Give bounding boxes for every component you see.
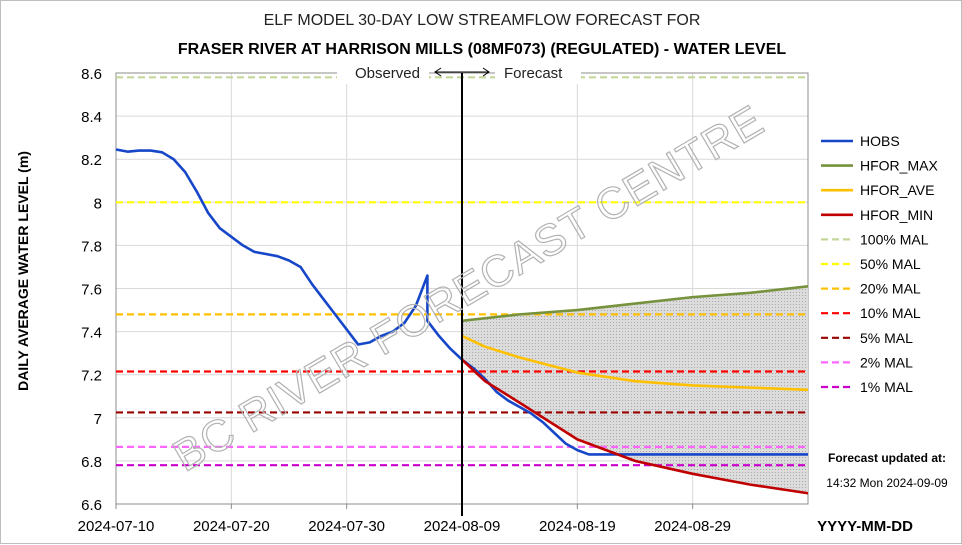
legend-label-100-mal: 100% MAL <box>860 231 929 247</box>
y-tick-label: 6.6 <box>81 497 102 514</box>
legend-label-10-mal: 10% MAL <box>860 305 921 321</box>
y-tick-label: 8.2 <box>81 152 102 169</box>
series-line-hfor-ave <box>461 334 809 392</box>
legend: HOBS HFOR_MAX HFOR_AVE HFOR_MIN 100% MAL 50% … <box>821 133 938 395</box>
legend-label-hfor-max: HFOR_MAX <box>860 158 938 174</box>
legend-label-hfor-ave: HFOR_AVE <box>860 182 934 198</box>
y-tick-label: 8 <box>94 195 102 212</box>
legend-label-2-mal: 2% MAL <box>860 354 913 370</box>
chart-subtitle: FRASER RIVER AT HARRISON MILLS (08MF073)… <box>178 41 787 58</box>
y-tick-label: 7.2 <box>81 368 102 385</box>
axis-layer: 6.6 6.8 7 7.2 7.4 7.6 7.8 8 8.2 8.4 8.6 2024-07-10 2… <box>78 66 731 535</box>
forecast-label: Forecast <box>504 65 563 82</box>
y-tick-label: 7.6 <box>81 282 102 299</box>
chart-title: ELF MODEL 30-DAY LOW STREAMFLOW FORECAST… <box>264 12 701 29</box>
observed-label: Observed <box>355 65 420 82</box>
y-tick-label: 7.4 <box>81 325 102 342</box>
legend-label-5-mal: 5% MAL <box>860 330 913 346</box>
series-line-hfor-max <box>461 285 809 323</box>
legend-label-50-mal: 50% MAL <box>860 256 921 272</box>
update-note-time: 14:32 Mon 2024-09-09 <box>826 476 948 490</box>
series-line-hfor-min <box>461 358 809 495</box>
y-axis-label: DAILY AVERAGE WATER LEVEL (m) <box>15 151 31 391</box>
y-tick-label: 7 <box>94 411 102 428</box>
x-tick-label: 2024-08-29 <box>654 518 731 535</box>
x-axis-label: YYYY-MM-DD <box>817 518 913 535</box>
x-tick-label: 2024-07-20 <box>193 518 270 535</box>
x-tick-label: 2024-07-30 <box>308 518 385 535</box>
series-layer <box>115 148 809 495</box>
x-tick-label: 2024-08-09 <box>424 518 501 535</box>
x-tick-label: 2024-08-19 <box>539 518 616 535</box>
x-tick-label: 2024-07-10 <box>78 518 155 535</box>
legend-label-1-mal: 1% MAL <box>860 379 913 395</box>
forecast-uncertainty-band <box>462 286 808 494</box>
legend-label-20-mal: 20% MAL <box>860 281 921 297</box>
forecast-band-layer <box>462 286 808 494</box>
y-tick-label: 7.8 <box>81 238 102 255</box>
divider-arrow-icon <box>434 67 490 77</box>
y-tick-label: 6.8 <box>81 454 102 471</box>
legend-label-hfor-min: HFOR_MIN <box>860 207 933 223</box>
legend-label-hobs: HOBS <box>860 133 900 149</box>
update-note-label: Forecast updated at: <box>828 451 946 465</box>
forecast-label-bg <box>495 62 581 84</box>
series-line-hobs <box>115 148 808 456</box>
y-tick-label: 8.4 <box>81 109 102 126</box>
y-tick-label: 8.6 <box>81 66 102 83</box>
observed-label-bg <box>337 62 429 84</box>
